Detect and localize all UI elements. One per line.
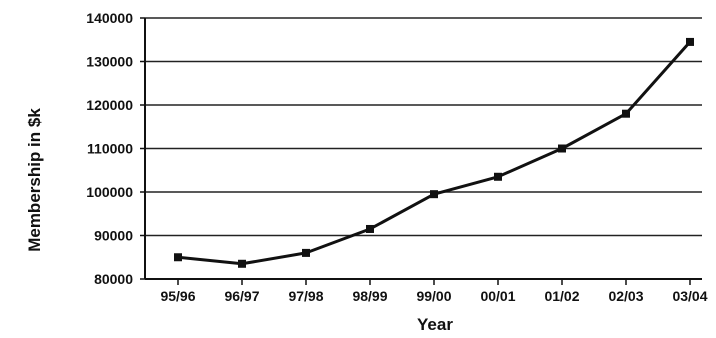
series	[174, 37, 694, 268]
gridlines	[145, 17, 702, 237]
data-point	[430, 190, 438, 199]
x-tick-label: 97/98	[288, 288, 323, 304]
x-tick-label: 98/99	[352, 288, 387, 304]
data-point	[494, 172, 502, 181]
y-tick-labels: 80000 90000 100000 110000 120000 130000 140000	[86, 10, 133, 287]
x-tick-label: 02/03	[608, 288, 643, 304]
y-tick-label: 90000	[94, 228, 133, 244]
y-tick-label: 140000	[86, 10, 133, 26]
data-point	[558, 144, 566, 153]
y-tick-label: 80000	[94, 271, 133, 287]
data-point	[302, 248, 310, 257]
axes	[140, 17, 702, 285]
x-tick-labels: 95/96 96/97 97/98 98/99 99/00 00/01 01/02 02/03…	[160, 288, 707, 304]
x-tick-label: 96/97	[224, 288, 259, 304]
x-axis-title: Year	[417, 315, 453, 333]
y-tick-label: 100000	[86, 184, 133, 200]
x-tick-label: 03/04	[672, 288, 707, 304]
x-tick-label: 01/02	[544, 288, 579, 304]
series-line	[177, 40, 692, 266]
data-point	[238, 259, 246, 268]
data-point	[686, 37, 694, 46]
y-axis-title: Membership in $k	[25, 108, 44, 252]
data-point	[622, 109, 630, 118]
data-point	[174, 253, 182, 262]
x-tick-label: 95/96	[160, 288, 195, 304]
x-tick-label: 99/00	[416, 288, 451, 304]
y-tick-label: 130000	[86, 54, 133, 70]
data-point	[366, 224, 374, 233]
y-tick-label: 110000	[87, 141, 133, 157]
y-tick-label: 120000	[86, 97, 133, 113]
x-tick-label: 00/01	[480, 288, 515, 304]
